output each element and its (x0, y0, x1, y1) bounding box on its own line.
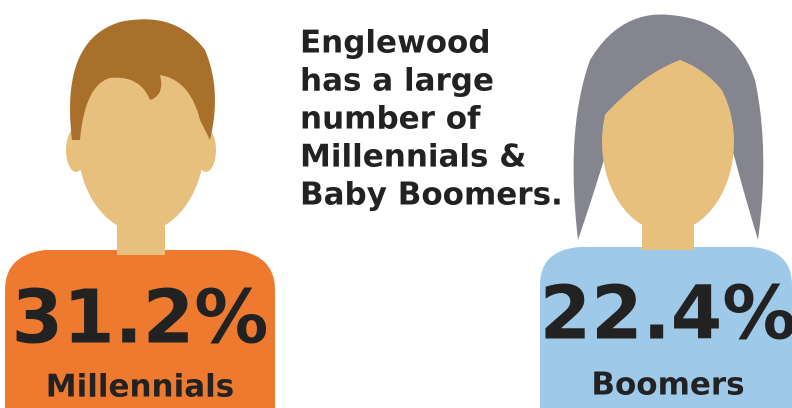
heading-line: Baby Boomers. (300, 177, 563, 213)
boomer-figure (540, 14, 792, 408)
figure-label: Boomers (591, 367, 744, 403)
hair (70, 19, 215, 140)
heading-line: Englewood (300, 25, 491, 61)
face (602, 52, 734, 232)
millennial-figure (5, 19, 275, 408)
heading-line: has a large (300, 63, 494, 99)
face (77, 48, 205, 232)
hair-fringe (600, 35, 740, 120)
shirt (540, 247, 792, 408)
heading-line: number of (300, 101, 481, 137)
heading-line: Millennials & (300, 139, 526, 175)
shirt (5, 250, 275, 408)
figure-label: Millennials (46, 369, 235, 405)
percent: 31.2% (12, 275, 269, 361)
percent: 22.4% (540, 271, 792, 357)
